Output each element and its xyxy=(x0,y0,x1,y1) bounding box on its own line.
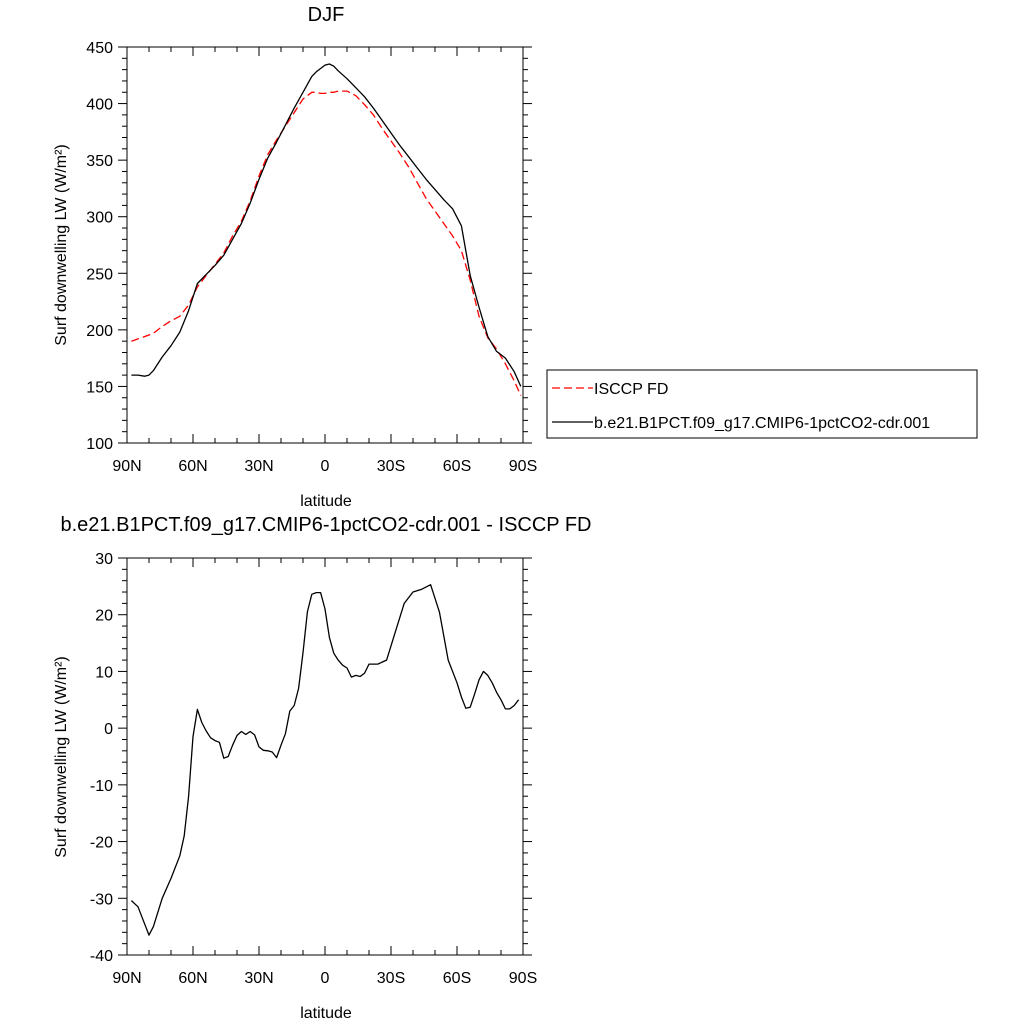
top-y-tick-label: 450 xyxy=(86,40,113,57)
bottom-series-line-difference xyxy=(130,584,520,936)
bottom-y-tick-label: 20 xyxy=(95,608,113,625)
legend: ISCCP FD b.e21.B1PCT.f09_g17.CMIP6-1pctC… xyxy=(546,369,978,439)
top-y-tick-label: 100 xyxy=(86,436,113,453)
bottom-y-tick-label: -30 xyxy=(90,891,113,908)
top-plot-frame xyxy=(126,46,524,444)
legend-label-isccp: ISCCP FD xyxy=(594,381,668,398)
top-y-axis-label: Surf downwelling LW (W/m²) xyxy=(53,144,70,346)
top-y-tick-label: 300 xyxy=(86,210,113,227)
bottom-y-tick-label: 10 xyxy=(95,664,113,681)
top-x-tick-label: 90S xyxy=(509,458,537,475)
bottom-plot-frame xyxy=(126,557,524,956)
top-y-tick-label: 400 xyxy=(86,97,113,114)
bottom-x-axis-label: latitude xyxy=(300,1005,352,1022)
top-x-tick-label: 90N xyxy=(112,458,141,475)
top-y-tick-label: 350 xyxy=(86,153,113,170)
top-x-axis-label: latitude xyxy=(300,493,352,510)
top-chart-title: DJF xyxy=(308,4,345,26)
top-series-line-model xyxy=(131,63,522,387)
top-x-tick-label: 0 xyxy=(321,458,330,475)
legend-box xyxy=(546,369,978,439)
top-x-tick-label: 30N xyxy=(244,458,273,475)
top-series-line-isccp xyxy=(131,90,522,396)
bottom-panel: b.e21.B1PCT.f09_g17.CMIP6-1pctCO2-cdr.00… xyxy=(53,514,592,1022)
bottom-y-tick-label: 30 xyxy=(95,551,113,568)
bottom-y-axis-label: Surf downwelling LW (W/m²) xyxy=(53,656,70,858)
top-y-tick-label: 250 xyxy=(86,266,113,283)
bottom-y-tick-label: 0 xyxy=(104,721,113,738)
bottom-x-tick-label: 30S xyxy=(377,970,405,987)
top-panel: DJF 90N 60N 30N 0 30S 60S 90S 100 150 200 250 300 35… xyxy=(53,4,537,510)
bottom-x-tick-label: 0 xyxy=(321,970,330,987)
bottom-y-tick-label: -10 xyxy=(90,778,113,795)
bottom-y-tick-label: -20 xyxy=(90,835,113,852)
bottom-x-tick-label: 60N xyxy=(178,970,207,987)
bottom-chart-title: b.e21.B1PCT.f09_g17.CMIP6-1pctCO2-cdr.00… xyxy=(61,514,592,536)
top-x-tick-label: 60S xyxy=(443,458,471,475)
top-x-tick-label: 30S xyxy=(377,458,405,475)
top-y-tick-label: 150 xyxy=(86,379,113,396)
bottom-y-tick-label: -40 xyxy=(90,948,113,965)
bottom-x-tick-label: 90N xyxy=(112,970,141,987)
top-x-tick-label: 60N xyxy=(178,458,207,475)
bottom-x-tick-label: 60S xyxy=(443,970,471,987)
top-y-tick-label: 200 xyxy=(86,323,113,340)
bottom-x-tick-label: 30N xyxy=(244,970,273,987)
legend-label-model: b.e21.B1PCT.f09_g17.CMIP6-1pctCO2-cdr.00… xyxy=(594,415,930,432)
bottom-x-tick-label: 90S xyxy=(509,970,537,987)
